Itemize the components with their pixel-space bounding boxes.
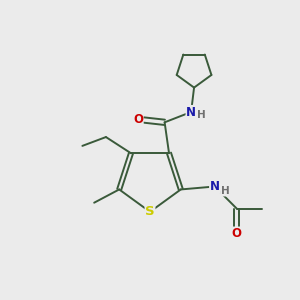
Text: N: N (186, 106, 196, 118)
Text: H: H (220, 186, 229, 196)
Text: N: N (210, 180, 220, 193)
Text: O: O (133, 113, 143, 126)
Text: S: S (145, 205, 155, 218)
Text: O: O (232, 227, 242, 240)
Text: H: H (197, 110, 206, 120)
